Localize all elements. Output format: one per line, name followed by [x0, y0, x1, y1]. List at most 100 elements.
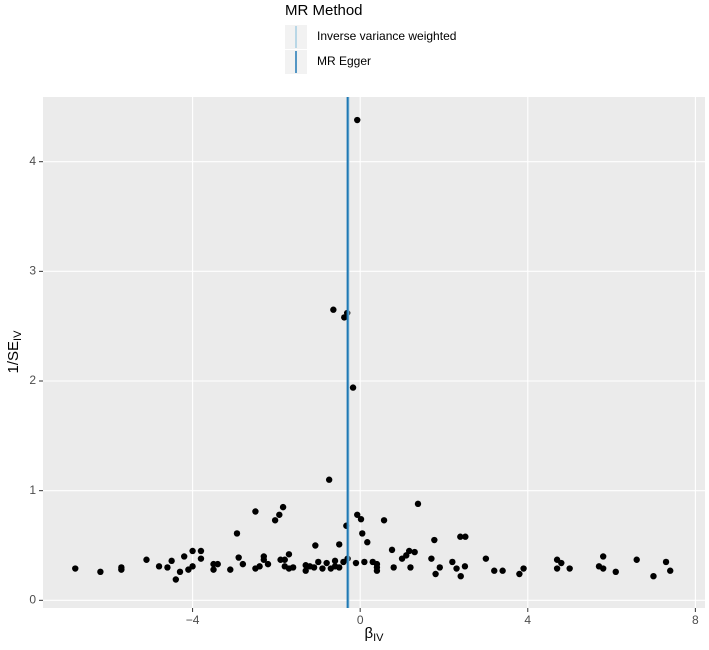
point — [349, 384, 357, 391]
point — [453, 565, 460, 572]
point — [239, 560, 247, 568]
point — [72, 565, 79, 572]
point — [449, 558, 456, 566]
plot-panel — [43, 97, 705, 608]
point — [411, 548, 418, 556]
point — [118, 566, 125, 573]
point — [432, 570, 439, 578]
point — [436, 564, 443, 571]
y-axis-label-main: 1/SE — [5, 341, 22, 374]
point — [235, 554, 242, 561]
x-tick-label: 0 — [357, 613, 364, 627]
point — [428, 555, 435, 562]
point — [189, 547, 196, 555]
legend-label: MR Egger — [317, 54, 371, 68]
point — [289, 564, 297, 571]
point — [172, 576, 180, 583]
point — [168, 557, 175, 565]
point — [197, 547, 205, 555]
point — [276, 511, 283, 518]
point — [312, 542, 319, 549]
point — [325, 476, 333, 483]
y-axis-label-sub: IV — [12, 330, 24, 341]
point — [558, 559, 565, 567]
point — [357, 515, 365, 523]
point — [285, 551, 293, 558]
point — [331, 557, 339, 565]
y-tick-label: 3 — [29, 264, 36, 278]
point — [461, 563, 469, 570]
y-tick-label: 0 — [29, 592, 36, 606]
point — [516, 570, 523, 578]
x-tick-label: 8 — [692, 613, 699, 627]
point — [336, 541, 343, 548]
plot-area — [43, 97, 705, 608]
point — [319, 565, 326, 572]
point — [189, 563, 196, 570]
point — [359, 530, 366, 537]
point — [279, 503, 287, 511]
y-tick-label: 2 — [29, 373, 36, 387]
x-tick-label: −4 — [186, 613, 200, 627]
x-axis-label-main: β — [364, 625, 373, 642]
point — [599, 553, 607, 560]
point — [352, 559, 360, 567]
point — [180, 553, 188, 560]
point — [214, 560, 221, 568]
y-tick-label: 4 — [29, 154, 36, 168]
point — [176, 568, 184, 576]
point — [210, 566, 217, 573]
point — [520, 565, 527, 572]
y-axis-label: 1/SEIV — [5, 330, 24, 374]
point — [256, 563, 263, 570]
point — [553, 565, 561, 572]
point — [155, 563, 163, 570]
point — [264, 560, 272, 568]
point — [414, 500, 422, 508]
legend-title: MR Method — [285, 2, 363, 19]
point — [667, 567, 674, 574]
point — [364, 539, 371, 546]
legend-label: Inverse variance weighted — [317, 29, 456, 43]
point — [373, 560, 381, 568]
point — [260, 553, 268, 560]
x-axis-label: βIV — [364, 625, 384, 644]
point — [662, 558, 670, 566]
point — [330, 306, 337, 313]
point — [227, 566, 234, 573]
point — [599, 565, 607, 572]
legend: Inverse variance weighted MR Egger — [285, 25, 456, 74]
point — [373, 567, 381, 574]
point — [462, 533, 469, 540]
point — [431, 536, 438, 544]
point — [197, 555, 205, 562]
point — [407, 564, 414, 571]
y-tick-label: 1 — [29, 483, 36, 497]
point — [354, 116, 361, 124]
point — [390, 564, 397, 571]
x-tick-label: 4 — [524, 613, 531, 627]
point — [482, 555, 490, 562]
point — [164, 564, 171, 571]
point — [650, 572, 657, 580]
point — [354, 511, 361, 518]
point — [398, 555, 406, 562]
point — [388, 546, 396, 554]
point — [612, 568, 619, 576]
point — [566, 565, 573, 572]
point — [302, 567, 309, 574]
point — [323, 559, 330, 567]
point — [457, 533, 464, 540]
point — [361, 558, 368, 566]
point — [457, 572, 464, 580]
point — [252, 508, 259, 515]
point — [633, 556, 640, 563]
point — [271, 517, 279, 524]
point — [380, 517, 388, 524]
point — [281, 556, 288, 563]
point — [499, 567, 506, 574]
point — [336, 564, 343, 571]
point — [97, 568, 104, 576]
